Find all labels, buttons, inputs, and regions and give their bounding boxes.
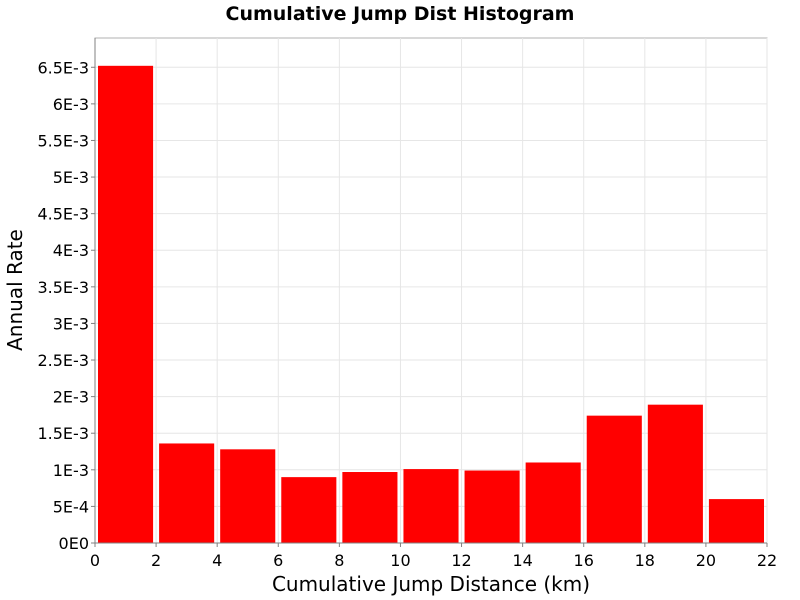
- y-tick-label: 3.5E-3: [37, 278, 89, 297]
- y-tick-label: 5.5E-3: [37, 131, 89, 150]
- x-axis-ticks: 0 2 4 6 8 10 12 14 16 18 20 22: [90, 543, 777, 570]
- y-tick-label: 4.5E-3: [37, 205, 89, 224]
- histogram-bar-9: [586, 415, 642, 543]
- x-tick-label: 22: [757, 551, 777, 570]
- x-tick-label: 8: [334, 551, 344, 570]
- y-tick-label: 5E-3: [53, 168, 89, 187]
- x-tick-label: 0: [90, 551, 100, 570]
- histogram-bar-10: [647, 404, 703, 543]
- y-tick-label: 2E-3: [53, 388, 89, 407]
- x-tick-label: 6: [273, 551, 283, 570]
- y-tick-label: 6E-3: [53, 95, 89, 114]
- x-tick-label: 10: [390, 551, 410, 570]
- y-tick-label: 0E0: [59, 534, 89, 553]
- histogram-bar-6: [403, 469, 459, 543]
- chart-title: Cumulative Jump Dist Histogram: [226, 3, 575, 25]
- histogram-bar-7: [464, 470, 520, 543]
- bars: [98, 65, 764, 544]
- x-tick-label: 4: [212, 551, 222, 570]
- y-tick-label: 1E-3: [53, 461, 89, 480]
- histogram-bar-2: [159, 443, 215, 543]
- x-axis-label: Cumulative Jump Distance (km): [272, 572, 590, 596]
- x-tick-label: 18: [635, 551, 655, 570]
- x-tick-label: 2: [151, 551, 161, 570]
- x-tick-label: 20: [696, 551, 716, 570]
- histogram-bar-8: [525, 462, 581, 543]
- histogram-bar-11: [708, 499, 764, 543]
- histogram-bar-4: [281, 477, 337, 543]
- y-tick-label: 3E-3: [53, 314, 89, 333]
- axes: [94, 38, 767, 544]
- histogram-bar-1: [98, 65, 154, 544]
- y-tick-label: 4E-3: [53, 241, 89, 260]
- y-tick-label: 2.5E-3: [37, 351, 89, 370]
- y-axis-ticks: 0E0 5E-4 1E-3 1.5E-3 2E-3 2.5E-3 3E-3 3.5E-3 4E-…: [37, 58, 95, 553]
- x-tick-label: 12: [451, 551, 471, 570]
- y-tick-label: 6.5E-3: [37, 58, 89, 77]
- histogram-bar-5: [342, 472, 398, 543]
- x-tick-label: 16: [574, 551, 594, 570]
- histogram-bar-3: [220, 449, 276, 543]
- y-tick-label: 5E-4: [53, 497, 89, 516]
- y-tick-label: 1.5E-3: [37, 424, 89, 443]
- y-axis-label: Annual Rate: [3, 229, 27, 351]
- x-tick-label: 14: [512, 551, 532, 570]
